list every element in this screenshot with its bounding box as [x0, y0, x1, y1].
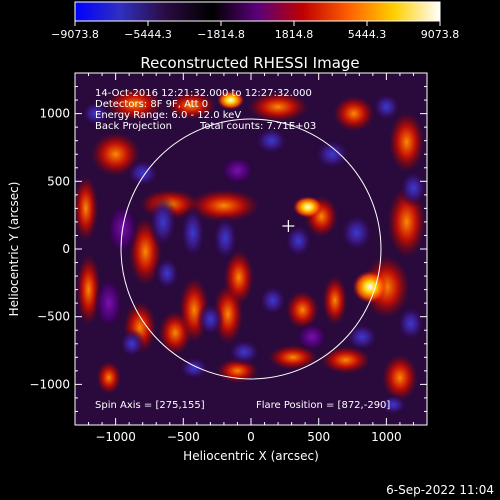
heatmap-blob — [248, 91, 308, 122]
heatmap-blob — [118, 328, 146, 359]
colorbar-tick-label: 1814.8 — [275, 28, 314, 41]
y-tick-label: −500 — [37, 310, 70, 324]
heatmap-blob — [153, 255, 181, 291]
generation-date: 6-Sep-2022 11:04 — [386, 483, 494, 497]
heatmap-blob — [371, 91, 402, 122]
heatmap-blob — [219, 155, 256, 186]
heatmap-blob — [395, 304, 426, 343]
heatmap-blob — [295, 322, 329, 352]
heatmap-blob — [292, 196, 323, 218]
heatmap-blob — [96, 361, 122, 394]
solar-disk-limb — [120, 118, 382, 380]
heatmap-blob — [389, 112, 425, 172]
y-tick-label: −1000 — [29, 377, 70, 391]
chart-title: Reconstructed RHESSI Image — [140, 54, 359, 72]
heatmap-blob — [91, 132, 140, 176]
heatmap-blob — [378, 393, 409, 416]
heatmap-blob — [179, 204, 207, 262]
heatmap-blob — [253, 125, 289, 156]
heatmap-blob — [106, 87, 163, 121]
time-range-text: 14-Oct-2016 12:21:32.000 to 12:27:32.000 — [95, 88, 312, 99]
energy-range-text: Energy Range: 6.0 - 12.0 keV — [95, 110, 241, 121]
x-tick-label: −1000 — [95, 430, 136, 444]
heatmap-blob — [333, 96, 375, 132]
heatmap-sources — [75, 87, 427, 416]
heatmap-blob — [352, 270, 388, 304]
heatmap-blob — [322, 276, 348, 325]
x-tick-label: 1000 — [371, 430, 402, 444]
heatmap-blob — [268, 345, 318, 370]
colorbar-gradient — [74, 1, 441, 22]
colorbar-tick-label: 5444.3 — [348, 28, 387, 41]
colorbar-tick-label: −5444.3 — [124, 28, 172, 41]
total-counts-text: Total counts: 7.71E+03 — [199, 121, 316, 132]
heatmap-blob — [283, 223, 314, 259]
heatmap-blob — [188, 189, 260, 222]
x-tick-label: 0 — [247, 430, 255, 444]
colorbar-tick-label: −1814.8 — [197, 28, 245, 41]
crosshair-marker — [282, 219, 295, 232]
heatmap-blob — [211, 213, 239, 263]
heatmap-blob — [75, 175, 99, 241]
x-tick-label: 500 — [307, 430, 330, 444]
detectors-text: Detectors: 8F 9F, Att 0 — [95, 99, 208, 110]
heatmap-blob — [223, 250, 254, 305]
y-tick-label: 1000 — [39, 107, 70, 121]
heatmap-blob — [167, 91, 216, 120]
heatmap-blob — [382, 354, 418, 401]
flare-position-text: Flare Position = [872,-290] — [256, 400, 390, 411]
heatmap-blob — [339, 212, 375, 254]
heatmap-blob — [217, 90, 245, 110]
annotations: 14-Oct-2016 12:21:32.000 to 12:27:32.000… — [95, 88, 390, 411]
heatmap-blob — [313, 137, 352, 171]
heatmap-blob — [226, 338, 262, 366]
heatmap-blob — [80, 100, 111, 128]
colorbar: −9073.8 −5444.3 −1814.8 1814.8 5444.3 9073.8 — [51, 1, 459, 41]
x-tick-label: −500 — [167, 430, 200, 444]
heatmap-blob — [286, 290, 319, 329]
method-text: Back Projection — [95, 121, 172, 132]
heatmap-blob — [398, 169, 427, 208]
heatmap-blob — [196, 301, 224, 337]
heatmap-blob — [257, 284, 288, 317]
colorbar-tick-label: −9073.8 — [51, 28, 99, 41]
heatmap-blob — [321, 346, 371, 374]
x-axis-label: Heliocentric X (arcsec) — [183, 449, 319, 463]
colorbar-tick-label: 9073.8 — [421, 28, 460, 41]
y-axis-label: Heliocentric Y (arcsec) — [7, 182, 21, 317]
heatmap-blob — [93, 276, 124, 331]
heatmap-blob — [344, 322, 380, 352]
y-tick-label: 0 — [62, 242, 70, 256]
heatmap-blob — [148, 194, 178, 249]
colorbar-ticks: −9073.8 −5444.3 −1814.8 1814.8 5444.3 9073.8 — [51, 21, 459, 41]
spin-axis-text: Spin Axis = [275,155] — [95, 400, 205, 411]
axis-ticks: −1000 −500 0 500 1000 −1000 −500 0 500 1000 — [29, 72, 428, 444]
image-plot: −1000 −500 0 500 1000 −1000 −500 0 500 1000 — [29, 72, 428, 444]
y-tick-label: 500 — [47, 174, 70, 188]
heatmap-blob — [125, 158, 161, 189]
